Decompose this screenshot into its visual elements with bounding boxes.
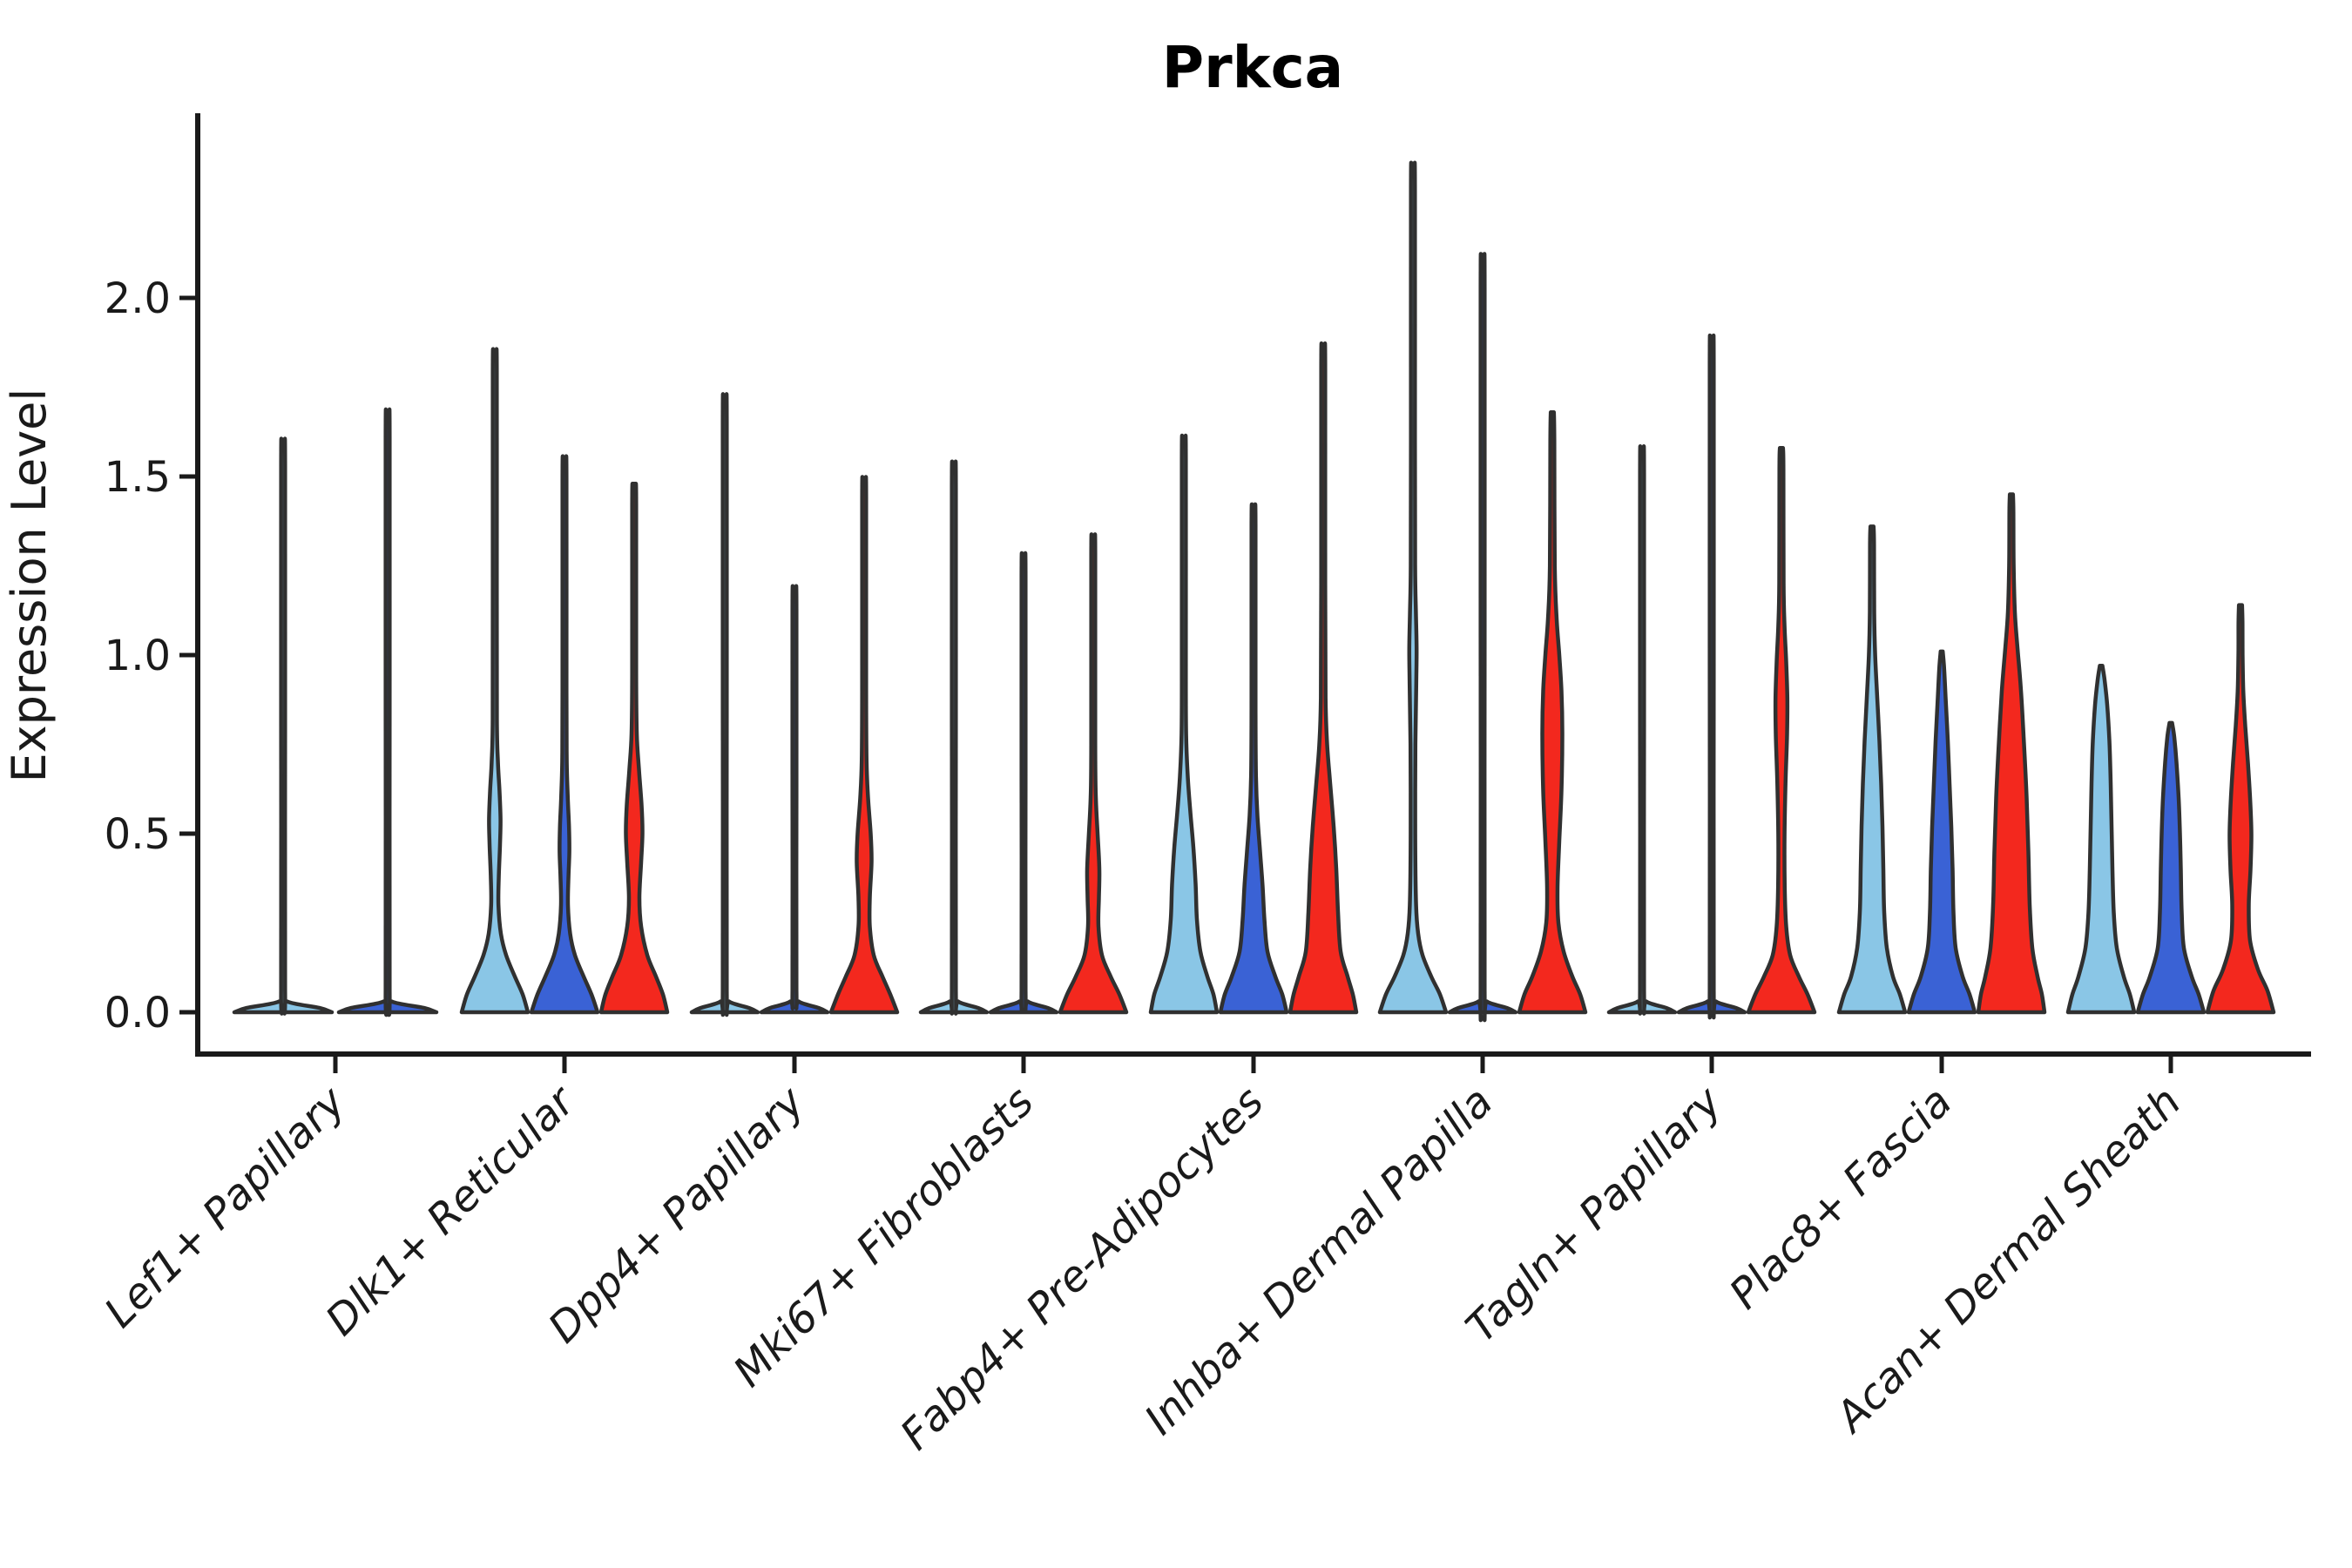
x-tick-label-7: Plac8+ Fascia: [1720, 1078, 1962, 1319]
violin-2-light-blue: [689, 392, 760, 1017]
y-tick-label-0: 0.0: [105, 989, 171, 1037]
x-tick-label-0: Lef1+ Papillary: [95, 1077, 355, 1337]
x-tick-label-6: Tagln+ Papillary: [1456, 1077, 1732, 1352]
y-tick-label-1: 0.5: [105, 810, 171, 859]
violin-8-light-blue: [2065, 664, 2137, 1015]
violin-7-red: [1976, 492, 2047, 1015]
violin-8-royal-blue: [2135, 720, 2207, 1015]
violin-0-light-blue: [232, 436, 335, 1016]
violin-3-red: [1058, 532, 1129, 1015]
violin-4-royal-blue: [1218, 502, 1289, 1015]
violin-6-light-blue: [1606, 444, 1678, 1016]
y-axis-ticks: 0.0 0.5 1.0 1.5 2.0: [105, 274, 198, 1037]
violin-1-light-blue: [459, 347, 531, 1015]
violin-5-light-blue: [1377, 160, 1449, 1015]
y-axis-label: Expression Level: [2, 389, 57, 783]
violin-8-red: [2205, 603, 2276, 1015]
y-tick-label-4: 2.0: [105, 274, 171, 323]
violin-series-group: [232, 160, 2276, 1023]
violin-0-royal-blue: [336, 407, 439, 1017]
violin-4-light-blue: [1148, 433, 1220, 1015]
violin-5-royal-blue: [1447, 252, 1518, 1023]
chart-title: Prkca: [1162, 34, 1343, 101]
y-tick-label-2: 1.0: [105, 632, 171, 680]
violin-6-red: [1746, 445, 1817, 1015]
x-tick-label-1: Dlk1+ Reticular: [316, 1076, 586, 1346]
violin-1-royal-blue: [529, 454, 600, 1015]
y-tick-label-3: 1.5: [105, 453, 171, 502]
violin-3-light-blue: [918, 459, 990, 1016]
violin-1-red: [598, 481, 670, 1015]
violin-7-royal-blue: [1906, 649, 1977, 1015]
x-tick-label-2: Dpp4+ Papillary: [539, 1077, 814, 1352]
violin-5-red: [1517, 409, 1588, 1015]
violin-6-royal-blue: [1676, 333, 1747, 1020]
violin-7-light-blue: [1836, 524, 1908, 1015]
violin-2-royal-blue: [759, 584, 830, 1015]
violin-4-red: [1288, 341, 1359, 1015]
violin-3-royal-blue: [988, 551, 1059, 1015]
violin-2-red: [828, 475, 900, 1015]
x-tick-label-4: Fabp4+ Pre-Adipocytes: [891, 1078, 1274, 1460]
